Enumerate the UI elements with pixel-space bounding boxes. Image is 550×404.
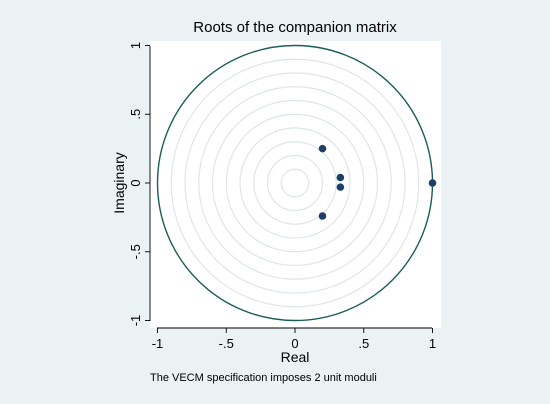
plot-area (150, 41, 441, 328)
y-tick-label: -1 (128, 315, 143, 327)
reference-circle-9 (170, 58, 420, 308)
root-point (336, 183, 345, 191)
reference-circle-3 (253, 141, 337, 225)
y-tick-label: -.5 (128, 244, 143, 259)
root-points (318, 144, 437, 220)
reference-circle-6 (211, 99, 379, 267)
root-point (318, 144, 327, 153)
root-point (428, 179, 437, 187)
x-axis-label: Real (281, 349, 310, 365)
reference-circle-2 (266, 154, 324, 212)
x-tick-label: 1 (429, 336, 436, 351)
reference-circle-4 (239, 127, 351, 239)
root-point (318, 212, 327, 220)
root-point (336, 173, 345, 182)
x-tick-label: -.5 (219, 336, 234, 351)
x-tick-label: 0 (291, 336, 298, 351)
reference-circle-1 (280, 168, 310, 198)
x-tick-label: .5 (358, 336, 369, 351)
reference-circle-5 (225, 113, 365, 253)
x-axis-ticks: -1 -.5 0 .5 1 (152, 328, 436, 351)
reference-circle-8 (184, 72, 406, 294)
y-axis-label: Imaginary (111, 152, 127, 213)
chart-title: Roots of the companion matrix (193, 19, 397, 36)
chart-note: The VECM specification imposes 2 unit mo… (150, 372, 377, 384)
x-tick-label: -1 (152, 336, 164, 351)
y-axis-ticks: -1 -.5 0 .5 1 (128, 42, 150, 326)
y-tick-label: 0 (128, 179, 143, 186)
reference-circles (170, 58, 420, 308)
reference-circle-7 (198, 86, 392, 280)
y-tick-label: 1 (128, 42, 143, 49)
y-tick-label: .5 (128, 109, 143, 120)
